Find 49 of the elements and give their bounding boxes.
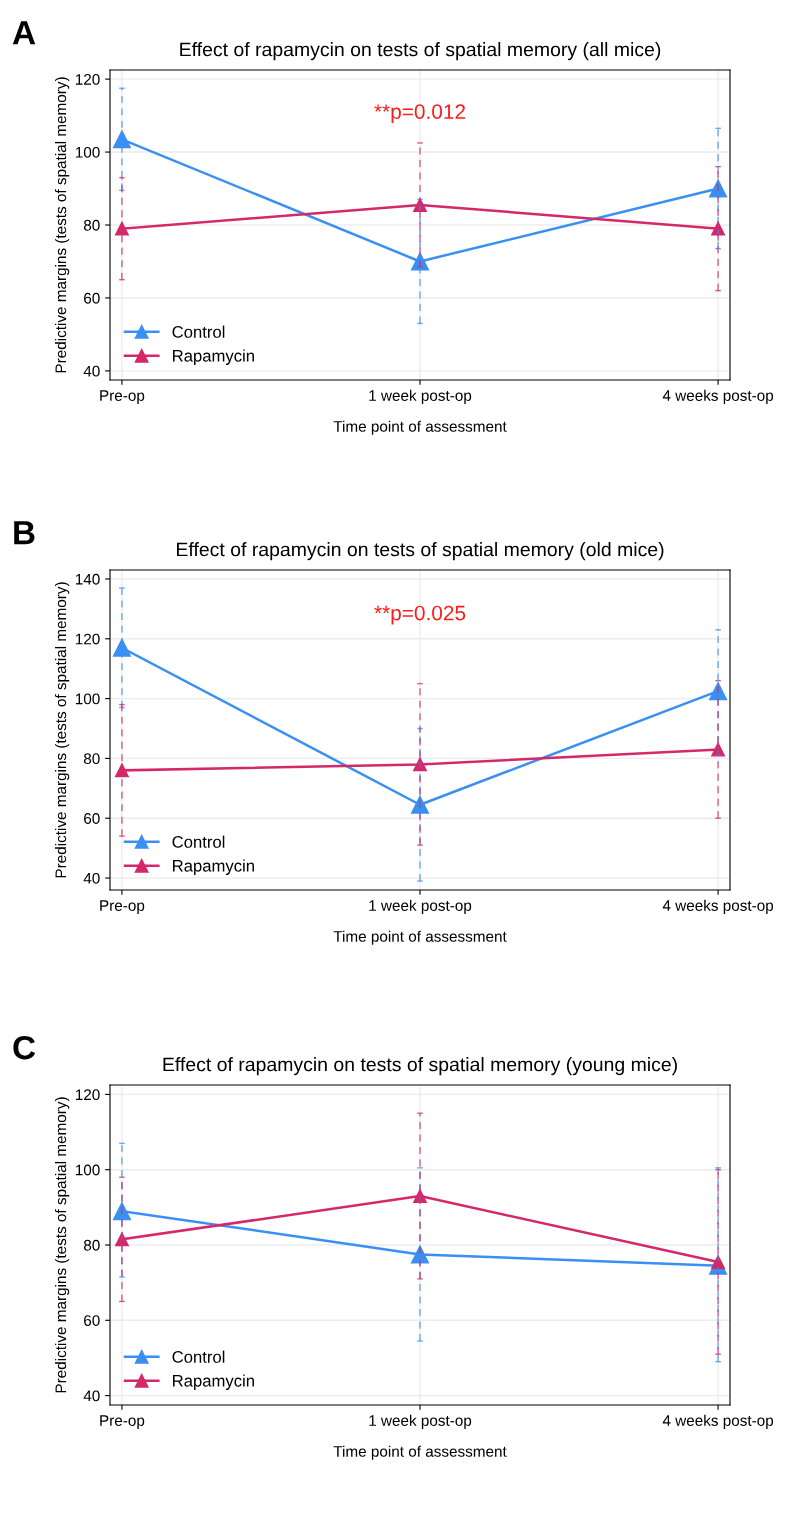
chart-title: Effect of rapamycin on tests of spatial memory (all mice) — [180, 42, 661, 61]
y-tick-label: 60 — [84, 292, 100, 304]
point — [114, 221, 129, 236]
x-tick-label: Pre-op — [100, 390, 145, 404]
x-tick-label: Pre-op — [100, 1415, 145, 1429]
y-tick-label: 60 — [84, 813, 100, 824]
legend-label: Rapamycin — [173, 1374, 254, 1390]
y-tick-label: 120 — [75, 73, 100, 85]
y-tick-label: 80 — [83, 219, 100, 231]
y-axis-title: Predictive margins (tests of spatial memory) — [54, 77, 70, 373]
chart-title: Effect of rapamycin on tests of spatial memory (old mice) — [177, 542, 664, 561]
legend-label: Control — [172, 325, 225, 338]
legend-label: Control — [172, 1350, 225, 1363]
legend-label: Control — [172, 835, 225, 848]
text: A — [12, 21, 36, 45]
y-axis-title: Predictive margins (tests of spatial memory) — [54, 582, 70, 878]
y-tick-label: 40 — [83, 365, 100, 377]
point — [413, 1189, 427, 1204]
y-tick-label: 100 — [75, 146, 100, 158]
x-axis-title: Time point of assessment — [333, 420, 507, 435]
y-tick-label: 100 — [75, 1164, 100, 1176]
text: C — [13, 1035, 36, 1060]
y-axis-title: Predictive margins (tests of spatial memory) — [54, 1097, 70, 1393]
y-tick-label: 120 — [75, 1089, 100, 1101]
y-tick-label: 120 — [75, 633, 100, 645]
x-tick-label: 1 week post-op — [369, 899, 472, 914]
x-tick-label: 1 week post-op — [369, 389, 472, 404]
y-tick-label: 140 — [75, 573, 100, 585]
text: B — [14, 521, 35, 545]
y-tick-label: 60 — [84, 1315, 100, 1326]
y-tick-label: 40 — [83, 872, 100, 884]
x-axis-title: Time point of assessment — [333, 930, 507, 945]
x-tick-label: 4 weeks post-op — [662, 1414, 774, 1429]
y-tick-label: 80 — [83, 753, 100, 765]
chart-title: Effect of rapamycin on tests of spatial memory (young mice) — [163, 1057, 677, 1076]
y-tick-label: 40 — [83, 1390, 100, 1402]
legend-label: Rapamycin — [173, 349, 254, 365]
legend-label: Rapamycin — [173, 859, 254, 875]
x-tick-label: 1 week post-op — [369, 1414, 472, 1429]
annotation: **p=0.012 — [374, 104, 466, 124]
x-tick-label: Pre-op — [100, 900, 145, 914]
point — [709, 682, 728, 701]
x-tick-label: 4 weeks post-op — [662, 899, 774, 914]
y-tick-label: 80 — [83, 1239, 100, 1251]
x-axis-title: Time point of assessment — [333, 1445, 507, 1460]
point — [112, 1202, 131, 1221]
annotation: **p=0.025 — [374, 605, 466, 625]
y-tick-label: 100 — [75, 693, 100, 705]
x-tick-label: 4 weeks post-op — [662, 389, 774, 404]
